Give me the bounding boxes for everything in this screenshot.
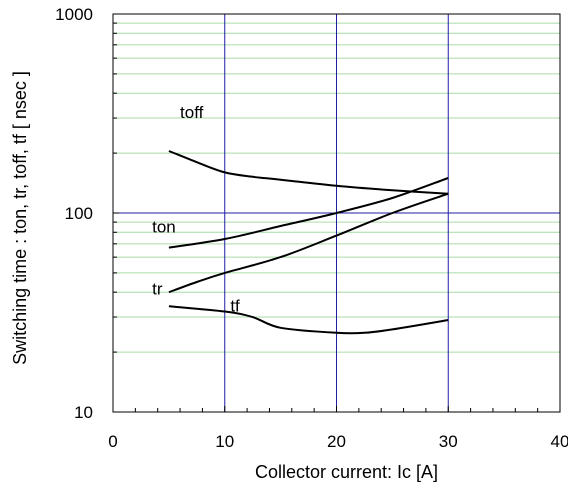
y-tick-label: 100 bbox=[65, 204, 93, 223]
x-tick-label: 20 bbox=[327, 432, 346, 451]
curve-labels: toff ton tr tf bbox=[152, 103, 240, 315]
x-tick-label: 10 bbox=[215, 432, 234, 451]
series-line-ton bbox=[168, 177, 449, 249]
tick-labels: 0 10 20 30 40 10 100 1000 bbox=[55, 5, 568, 451]
series-line-toff bbox=[168, 150, 449, 195]
series-line-tr bbox=[168, 192, 449, 294]
y-tick-label: 10 bbox=[74, 403, 93, 422]
curve-label-tf: tf bbox=[230, 296, 240, 315]
curves bbox=[168, 150, 449, 335]
series-line-tf bbox=[168, 305, 449, 335]
curve-label-ton: ton bbox=[152, 217, 176, 236]
curve-label-tr: tr bbox=[152, 279, 163, 298]
x-tick-label: 0 bbox=[108, 432, 117, 451]
x-axis-label: Collector current: Ic [A] bbox=[255, 462, 438, 482]
ticks bbox=[112, 22, 561, 413]
curve-label-toff: toff bbox=[180, 103, 204, 122]
y-axis-label: Switching time : ton, tr, toff, tf [ nse… bbox=[10, 71, 30, 365]
y-tick-label: 1000 bbox=[55, 5, 93, 24]
x-tick-label: 30 bbox=[439, 432, 458, 451]
x-tick-label: 40 bbox=[551, 432, 568, 451]
